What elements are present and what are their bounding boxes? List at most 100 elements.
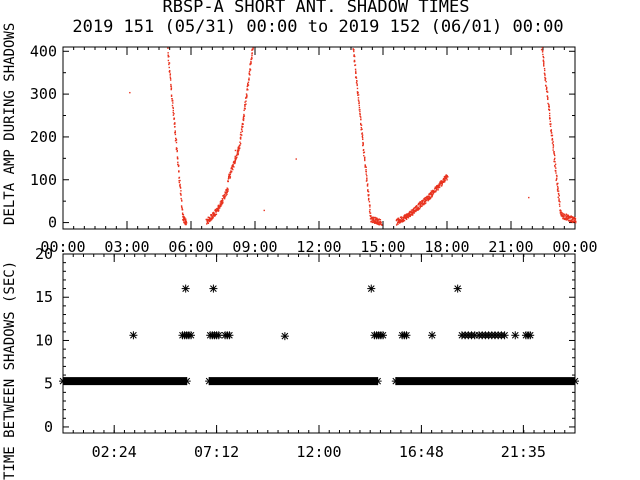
amp-point	[546, 90, 548, 92]
amp-point	[360, 123, 362, 126]
amp-point	[414, 209, 417, 211]
amp-point	[380, 221, 382, 224]
amp-point	[185, 218, 187, 220]
amp-point	[353, 59, 356, 62]
amp-point	[436, 184, 439, 187]
amp-point	[229, 173, 232, 176]
amp-point	[220, 205, 222, 207]
amp-point	[447, 176, 449, 178]
amp-point	[542, 56, 545, 59]
amp-point	[359, 109, 361, 111]
amp-point	[236, 150, 239, 153]
amp-point	[355, 76, 357, 78]
amp-point	[358, 107, 361, 109]
amp-point	[169, 77, 172, 80]
amp-point	[239, 142, 242, 145]
amp-point	[377, 223, 379, 225]
amp-point	[373, 218, 375, 220]
amp-point	[553, 160, 555, 163]
amp-point	[362, 149, 365, 152]
amp-point	[553, 152, 555, 155]
amp-point	[365, 168, 367, 171]
amp-point	[181, 213, 184, 216]
amp-point	[557, 182, 559, 185]
amp-point	[172, 111, 174, 114]
amp-point	[404, 215, 406, 218]
amp-point	[432, 193, 435, 195]
amp-point	[444, 179, 446, 182]
amp-point	[543, 72, 546, 74]
amp-point	[179, 179, 181, 182]
amp-point	[540, 49, 543, 51]
amp-point	[407, 217, 410, 219]
amp-point	[547, 96, 549, 99]
amp-point	[249, 63, 252, 65]
amp-point	[226, 187, 229, 190]
amp-point	[234, 157, 236, 159]
amp-point	[185, 222, 188, 224]
amp-point	[210, 218, 213, 220]
amp-point	[175, 148, 178, 151]
amp-point	[223, 194, 225, 197]
amp-point	[367, 195, 370, 197]
amp-point	[241, 122, 244, 125]
amp-point	[397, 223, 399, 225]
chart-title: RBSP-A SHORT ANT. SHADOW TIMES	[162, 0, 469, 17]
bottom-x-tick-label: 21:35	[501, 443, 546, 461]
amp-point	[421, 203, 423, 205]
amp-point	[552, 145, 555, 147]
amp-point	[178, 171, 180, 173]
amp-point	[395, 219, 398, 222]
amp-point	[553, 153, 556, 155]
amp-point	[426, 195, 428, 198]
amp-point	[542, 59, 545, 61]
amp-point	[181, 207, 183, 210]
amp-point	[247, 89, 249, 91]
amp-point	[412, 211, 414, 214]
amp-point	[374, 220, 377, 222]
amp-point	[369, 204, 371, 206]
amp-point	[566, 217, 569, 220]
amp-point	[413, 209, 415, 212]
amp-point	[180, 205, 183, 207]
amp-point	[410, 214, 412, 216]
amp-point	[557, 187, 559, 189]
amp-point	[548, 114, 551, 117]
amp-point	[412, 210, 414, 212]
bottom-y-tick-label: 5	[44, 375, 53, 393]
amp-point	[419, 205, 421, 207]
interval-point	[571, 377, 579, 386]
amp-point	[247, 81, 250, 83]
amp-point	[575, 220, 577, 223]
top-plot-frame	[62, 46, 576, 230]
amp-point	[359, 113, 361, 116]
amp-point	[401, 219, 404, 221]
amp-point	[173, 117, 176, 119]
amp-point	[431, 195, 433, 198]
amp-point	[557, 190, 560, 192]
amp-point	[560, 210, 562, 212]
amp-point	[570, 221, 573, 223]
amp-point	[437, 187, 439, 189]
amp-point	[180, 193, 182, 195]
amp-point	[441, 184, 443, 187]
amp-point	[217, 204, 220, 207]
amp-point	[413, 207, 415, 209]
amp-point	[544, 69, 546, 72]
amp-point	[405, 214, 407, 217]
amp-point	[175, 137, 177, 140]
amp-point	[568, 217, 570, 219]
amp-point	[400, 220, 402, 223]
amp-point	[408, 213, 410, 215]
amp-point	[238, 146, 240, 148]
amp-point	[444, 177, 447, 180]
amp-point	[233, 161, 236, 163]
amp-point	[364, 159, 366, 162]
amp-point	[556, 184, 558, 186]
amp-point	[220, 204, 222, 206]
amp-point	[550, 129, 553, 131]
amp-point	[167, 54, 169, 56]
amp-point	[245, 93, 248, 95]
amp-point	[206, 218, 208, 221]
amp-point	[562, 213, 565, 215]
